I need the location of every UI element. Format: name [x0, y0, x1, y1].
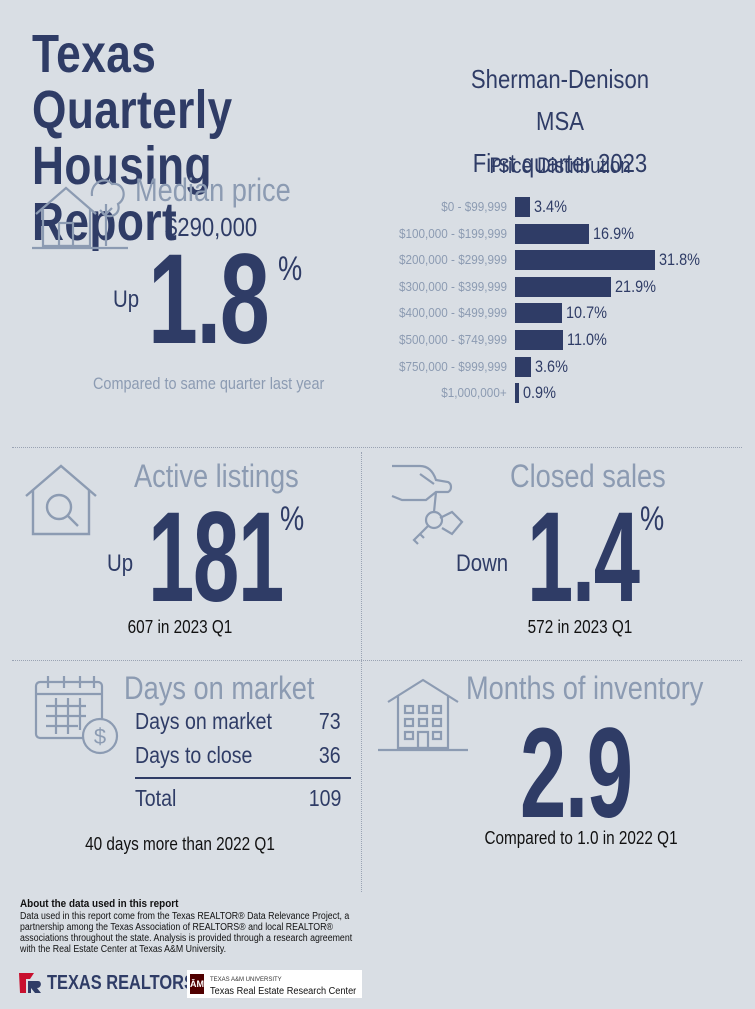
- closed-sales-detail: 572 in 2023 Q1: [527, 617, 633, 637]
- median-price-value: $290,000: [165, 212, 258, 242]
- price-distribution-value: 10.7%: [566, 303, 608, 323]
- dom-row-label: Days on market: [135, 708, 272, 734]
- hand-keys-icon: [391, 464, 464, 545]
- median-price-direction: Up: [113, 286, 140, 313]
- price-distribution-value: 3.6%: [534, 356, 568, 376]
- texas-realtors-logo: TEXAS REALTORS: [18, 970, 227, 996]
- dom-row-days-to-close: Days to close 36: [135, 742, 345, 774]
- price-distribution-row: $300,000 - $399,999 21.9%: [0, 275, 755, 301]
- region-period: Sherman-Denison MSA First quarter 2023: [450, 58, 671, 184]
- dom-total-label: Total: [135, 785, 177, 811]
- divider-middle: [12, 660, 742, 661]
- tam-center-name: Texas Real Estate Research Center: [210, 986, 357, 997]
- closed-sales-percent-symbol: %: [640, 500, 665, 538]
- median-price-change: 1.8: [148, 228, 270, 371]
- tam-research-center-logo: ĀM TEXAS A&M UNIVERSITY Texas Real Estat…: [187, 970, 362, 998]
- price-distribution-title: Price Distribution: [489, 153, 631, 178]
- calendar-dollar-icon: $: [34, 676, 119, 755]
- period-label: First quarter 2023: [472, 148, 648, 178]
- price-range-label: $100,000 - $199,999: [399, 225, 507, 241]
- price-distribution-row: $400,000 - $499,999 10.7%: [0, 301, 755, 327]
- active-listings-label: Active listings: [134, 458, 299, 494]
- days-on-market-detail: 40 days more than 2022 Q1: [85, 834, 275, 854]
- days-on-market-label: Days on market: [124, 670, 315, 706]
- apartment-building-icon: [378, 678, 468, 752]
- dom-row-days-on-market: Days on market 73: [135, 708, 345, 740]
- about-heading: About the data used in this report: [20, 898, 179, 910]
- months-inventory-value: 2.9: [520, 702, 633, 845]
- divider-vertical: [361, 452, 362, 892]
- price-distribution-row: $0 - $99,999 3.4%: [0, 195, 755, 221]
- active-listings-change: 181: [148, 486, 284, 629]
- tam-university-label: TEXAS A&M UNIVERSITY: [210, 977, 282, 983]
- active-listings-percent-symbol: %: [280, 500, 305, 538]
- report-title-line1: Texas Quarterly: [32, 24, 233, 140]
- price-distribution-value: 11.0%: [567, 330, 608, 349]
- price-distribution-row: $500,000 - $749,999 11.0%: [0, 328, 755, 354]
- closed-sales-label: Closed sales: [510, 458, 666, 494]
- price-range-label: $300,000 - $399,999: [399, 278, 507, 294]
- dom-row-value: 73: [319, 708, 341, 734]
- house-search-icon: [25, 464, 97, 536]
- months-inventory-detail: Compared to 1.0 in 2022 Q1: [484, 828, 678, 848]
- tam-text: TEXAS A&M UNIVERSITY Texas Real Estate R…: [210, 972, 369, 997]
- price-range-label: $750,000 - $999,999: [399, 358, 507, 374]
- median-price-comparison: Compared to same quarter last year: [93, 374, 325, 393]
- price-distribution-bar: [515, 383, 519, 404]
- price-distribution-bar: [515, 356, 531, 377]
- dom-row-value: 36: [319, 742, 341, 768]
- price-range-label: $0 - $99,999: [441, 199, 507, 214]
- report-title-line2: Housing Report: [32, 136, 212, 252]
- price-distribution-value: 16.9%: [593, 223, 635, 243]
- dom-row-label: Days to close: [135, 742, 253, 768]
- price-range-label: $1,000,000+: [441, 385, 507, 401]
- price-distribution-bar: [515, 303, 563, 324]
- price-distribution-value: 21.9%: [615, 276, 657, 296]
- closed-sales-change: 1.4: [527, 486, 640, 629]
- price-distribution-row: $200,000 - $299,999 31.8%: [0, 248, 755, 274]
- price-distribution-row: $100,000 - $199,999 16.9%: [0, 222, 755, 248]
- price-distribution-value: 31.8%: [659, 250, 700, 270]
- price-distribution-bar: [515, 250, 655, 271]
- price-distribution-bar: [515, 223, 590, 244]
- price-range-label: $400,000 - $499,999: [399, 305, 507, 321]
- dom-total-rule: [135, 777, 351, 779]
- price-range-label: $200,000 - $299,999: [399, 252, 507, 268]
- region-name: Sherman-Denison MSA: [470, 64, 650, 136]
- price-distribution-chart: $0 - $99,999 3.4% $100,000 - $199,999 16.9%…: [0, 0, 755, 404]
- report-title: Texas Quarterly Housing Report: [32, 26, 344, 250]
- price-distribution-row: $1,000,000+ 0.9%: [0, 381, 755, 407]
- price-distribution-row: $750,000 - $999,999 3.6%: [0, 355, 755, 381]
- texas-realtors-text: TEXAS REALTORS: [47, 971, 195, 994]
- active-listings-detail: 607 in 2023 Q1: [127, 617, 233, 637]
- tam-mark-icon: ĀM: [190, 974, 204, 994]
- house-tree-icon: [32, 179, 128, 250]
- about-text: Data used in this report come from the T…: [20, 911, 353, 955]
- price-range-label: $500,000 - $749,999: [399, 332, 507, 347]
- divider-top: [12, 447, 742, 448]
- price-distribution-bar: [515, 197, 530, 217]
- closed-sales-direction: Down: [456, 550, 509, 577]
- svg-text:$: $: [94, 724, 106, 749]
- price-distribution-bar: [515, 330, 564, 350]
- active-listings-direction: Up: [107, 550, 134, 577]
- dom-row-total: Total 109: [135, 785, 345, 817]
- dom-total-value: 109: [308, 785, 341, 811]
- median-price-percent-symbol: %: [278, 250, 303, 288]
- price-distribution-value: 0.9%: [522, 383, 556, 403]
- price-distribution-value: 3.4%: [533, 197, 567, 216]
- median-price-label: Median price: [135, 172, 291, 208]
- price-distribution-bar: [515, 276, 612, 297]
- months-inventory-label: Months of inventory: [466, 670, 704, 706]
- texas-realtors-mark-icon: [19, 973, 41, 993]
